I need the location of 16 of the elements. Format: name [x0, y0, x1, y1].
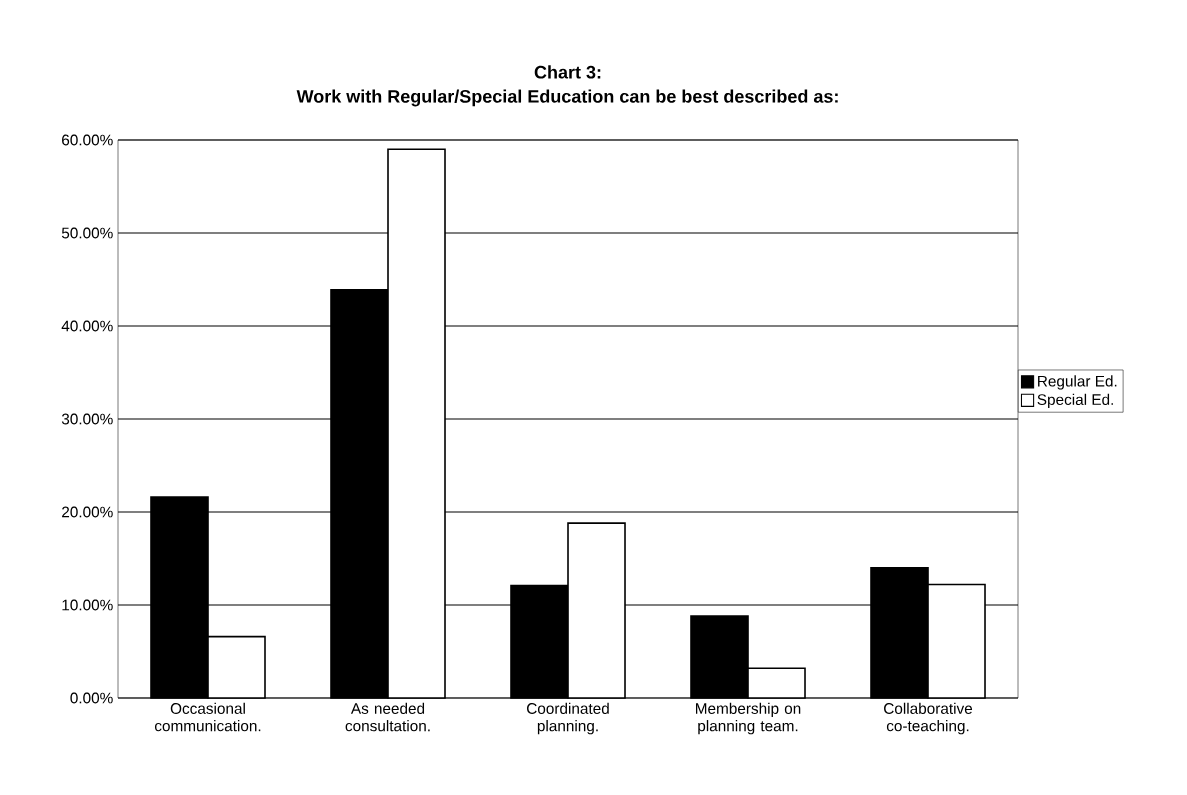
- legend-label: Special Ed.: [1037, 393, 1113, 409]
- y-tick-label: 50.00%: [61, 227, 113, 239]
- y-tick-label: 20.00%: [62, 506, 113, 518]
- chart-subtitle: Work with Regular/Special Education can be best described as:: [296, 89, 838, 107]
- y-tick-label: 40.00%: [61, 320, 113, 332]
- legend-label: Regular Ed.: [1038, 375, 1117, 390]
- x-tick-label: Coordinated planning.: [527, 702, 609, 735]
- x-tick-label: As needed consultation.: [345, 702, 430, 732]
- y-tick-label: 30.00%: [61, 413, 113, 425]
- y-tick-label: 0.00%: [70, 692, 113, 704]
- chart-title: Chart 3:: [534, 65, 601, 79]
- y-tick-label: 10.00%: [62, 599, 113, 611]
- x-tick-label: Collaborative co-teaching.: [884, 702, 973, 735]
- x-tick-label: Occasional communication.: [154, 702, 261, 732]
- y-tick-label: 60.00%: [62, 134, 113, 146]
- x-tick-label: Membership on planning team.: [696, 702, 801, 735]
